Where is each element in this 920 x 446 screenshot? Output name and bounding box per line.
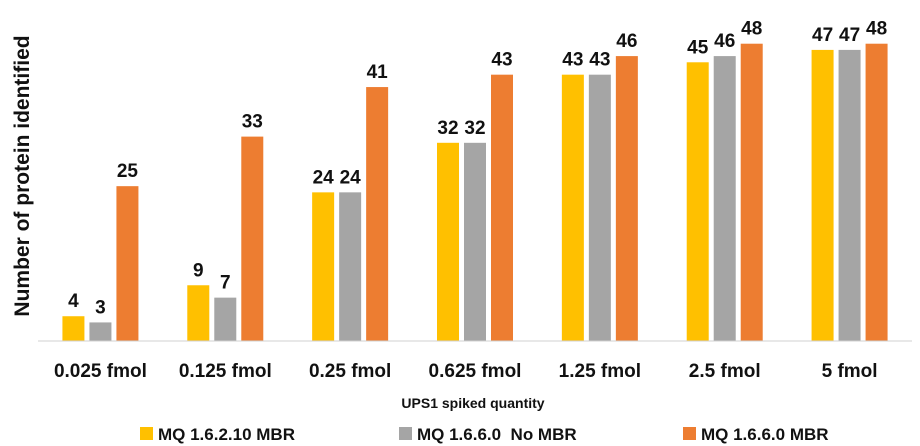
bar-2-2: [366, 87, 389, 341]
bar-0-5: [686, 62, 709, 342]
bar-2-5: [740, 43, 763, 341]
data-label-0-1: 9: [193, 260, 204, 281]
data-label-2-2: 41: [367, 62, 389, 83]
x-tick-label-3: 0.625 fmol: [429, 361, 522, 382]
data-label-1-5: 46: [714, 31, 735, 52]
bar-1-5: [713, 56, 736, 342]
bar-1-3: [464, 142, 486, 341]
bar-1-6: [838, 49, 861, 342]
data-label-2-6: 48: [866, 19, 887, 40]
data-label-2-1: 33: [242, 112, 263, 133]
bar-0-3: [437, 142, 459, 341]
x-tick-label-6: 5 fmol: [822, 361, 878, 382]
data-label-0-2: 24: [313, 167, 335, 188]
bar-0-1: [187, 285, 210, 341]
y-axis-label: Number of protein identified: [11, 35, 34, 316]
data-label-0-3: 32: [437, 118, 458, 139]
bar-0-0: [62, 316, 85, 341]
data-label-2-4: 46: [616, 31, 637, 52]
data-label-0-5: 45: [687, 37, 709, 58]
bar-2-6: [865, 43, 888, 341]
bar-2-3: [491, 74, 513, 341]
x-tick-label-2: 0.25 fmol: [309, 361, 391, 382]
legend-label-2: MQ 1.6.6.0 MBR: [701, 425, 829, 444]
legend-label-1: MQ 1.6.6.0 No MBR: [417, 425, 577, 444]
data-label-1-2: 24: [340, 167, 362, 188]
bars-group: [62, 43, 888, 342]
data-label-1-6: 47: [839, 25, 860, 46]
bar-0-6: [811, 49, 834, 342]
legend: MQ 1.6.2.10 MBR MQ 1.6.6.0 No MBR MQ 1.6.6…: [140, 425, 829, 444]
legend-swatch-2: [683, 427, 696, 440]
x-tick-label-0: 0.025 fmol: [54, 361, 147, 382]
bar-0-4: [561, 74, 584, 341]
data-label-2-3: 43: [491, 50, 512, 71]
legend-swatch-1: [399, 427, 412, 440]
legend-swatch-0: [140, 427, 153, 440]
bar-1-4: [588, 74, 611, 341]
data-label-0-6: 47: [812, 25, 833, 46]
data-label-1-3: 32: [464, 118, 485, 139]
x-tick-label-5: 2.5 fmol: [689, 361, 761, 382]
bar-2-0: [116, 186, 139, 341]
bar-1-1: [214, 297, 237, 341]
data-label-0-0: 4: [68, 291, 79, 312]
legend-label-0: MQ 1.6.2.10 MBR: [158, 425, 295, 444]
data-label-1-0: 3: [95, 297, 106, 318]
data-label-1-4: 43: [589, 50, 610, 71]
bar-2-4: [615, 56, 638, 342]
bar-2-1: [241, 136, 264, 341]
data-label-2-0: 25: [117, 161, 139, 182]
x-axis-label: UPS1 spiked quantity: [401, 395, 544, 411]
bar-1-2: [339, 192, 362, 341]
x-tick-labels: 0.025 fmol 0.125 fmol 0.25 fmol 0.625 fmol 1…: [54, 361, 878, 382]
x-tick-label-1: 0.125 fmol: [179, 361, 272, 382]
data-label-1-1: 7: [220, 273, 231, 294]
x-tick-label-4: 1.25 fmol: [559, 361, 641, 382]
bar-1-0: [89, 322, 112, 341]
bar-0-2: [312, 192, 335, 341]
data-label-2-5: 48: [741, 19, 762, 40]
data-label-0-4: 43: [562, 50, 583, 71]
